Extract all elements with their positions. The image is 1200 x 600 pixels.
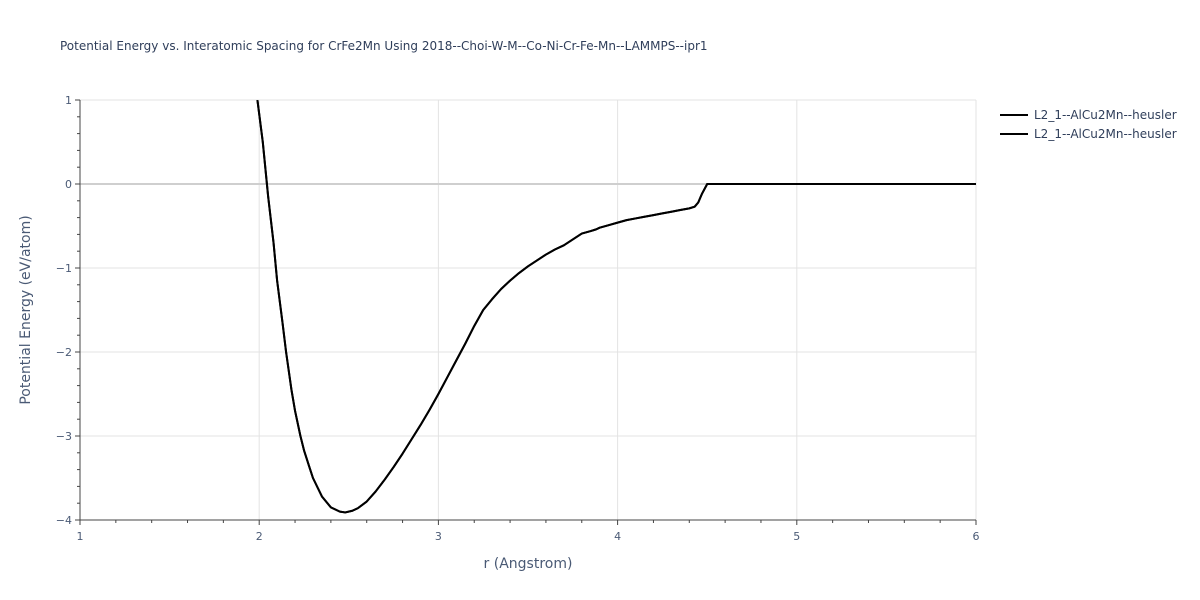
legend-label: L2_1--AlCu2Mn--heusler: [1034, 127, 1177, 141]
x-tick-label: 3: [435, 530, 442, 543]
axes: 1 2 3 4 5 6 1 0 −1 −2 −3 −4: [56, 94, 980, 543]
x-tick-label: 5: [793, 530, 800, 543]
grid: [80, 99, 977, 520]
series-line-2: [256, 100, 976, 514]
y-tick-label: 1: [65, 94, 72, 107]
y-tick-label: 0: [65, 178, 72, 191]
legend[interactable]: L2_1--AlCu2Mn--heusler L2_1--AlCu2Mn--heu…: [1000, 108, 1177, 141]
legend-item-2[interactable]: L2_1--AlCu2Mn--heusler: [1000, 127, 1177, 141]
y-tick-label: −3: [56, 430, 72, 443]
chart-title: Potential Energy vs. Interatomic Spacing…: [60, 39, 708, 53]
legend-label: L2_1--AlCu2Mn--heusler: [1034, 108, 1177, 122]
y-tick-label: −2: [56, 346, 72, 359]
y-tick-label: −1: [56, 262, 72, 275]
legend-item-1[interactable]: L2_1--AlCu2Mn--heusler: [1000, 108, 1177, 122]
x-axis-title: r (Angstrom): [484, 556, 573, 572]
plot-area: [256, 100, 976, 514]
x-tick-label: 6: [973, 530, 980, 543]
x-tick-label: 1: [77, 530, 84, 543]
y-tick-label: −4: [56, 514, 72, 527]
x-tick-label: 2: [256, 530, 263, 543]
x-tick-label: 4: [614, 530, 621, 543]
y-axis-title: Potential Energy (eV/atom): [18, 215, 34, 404]
